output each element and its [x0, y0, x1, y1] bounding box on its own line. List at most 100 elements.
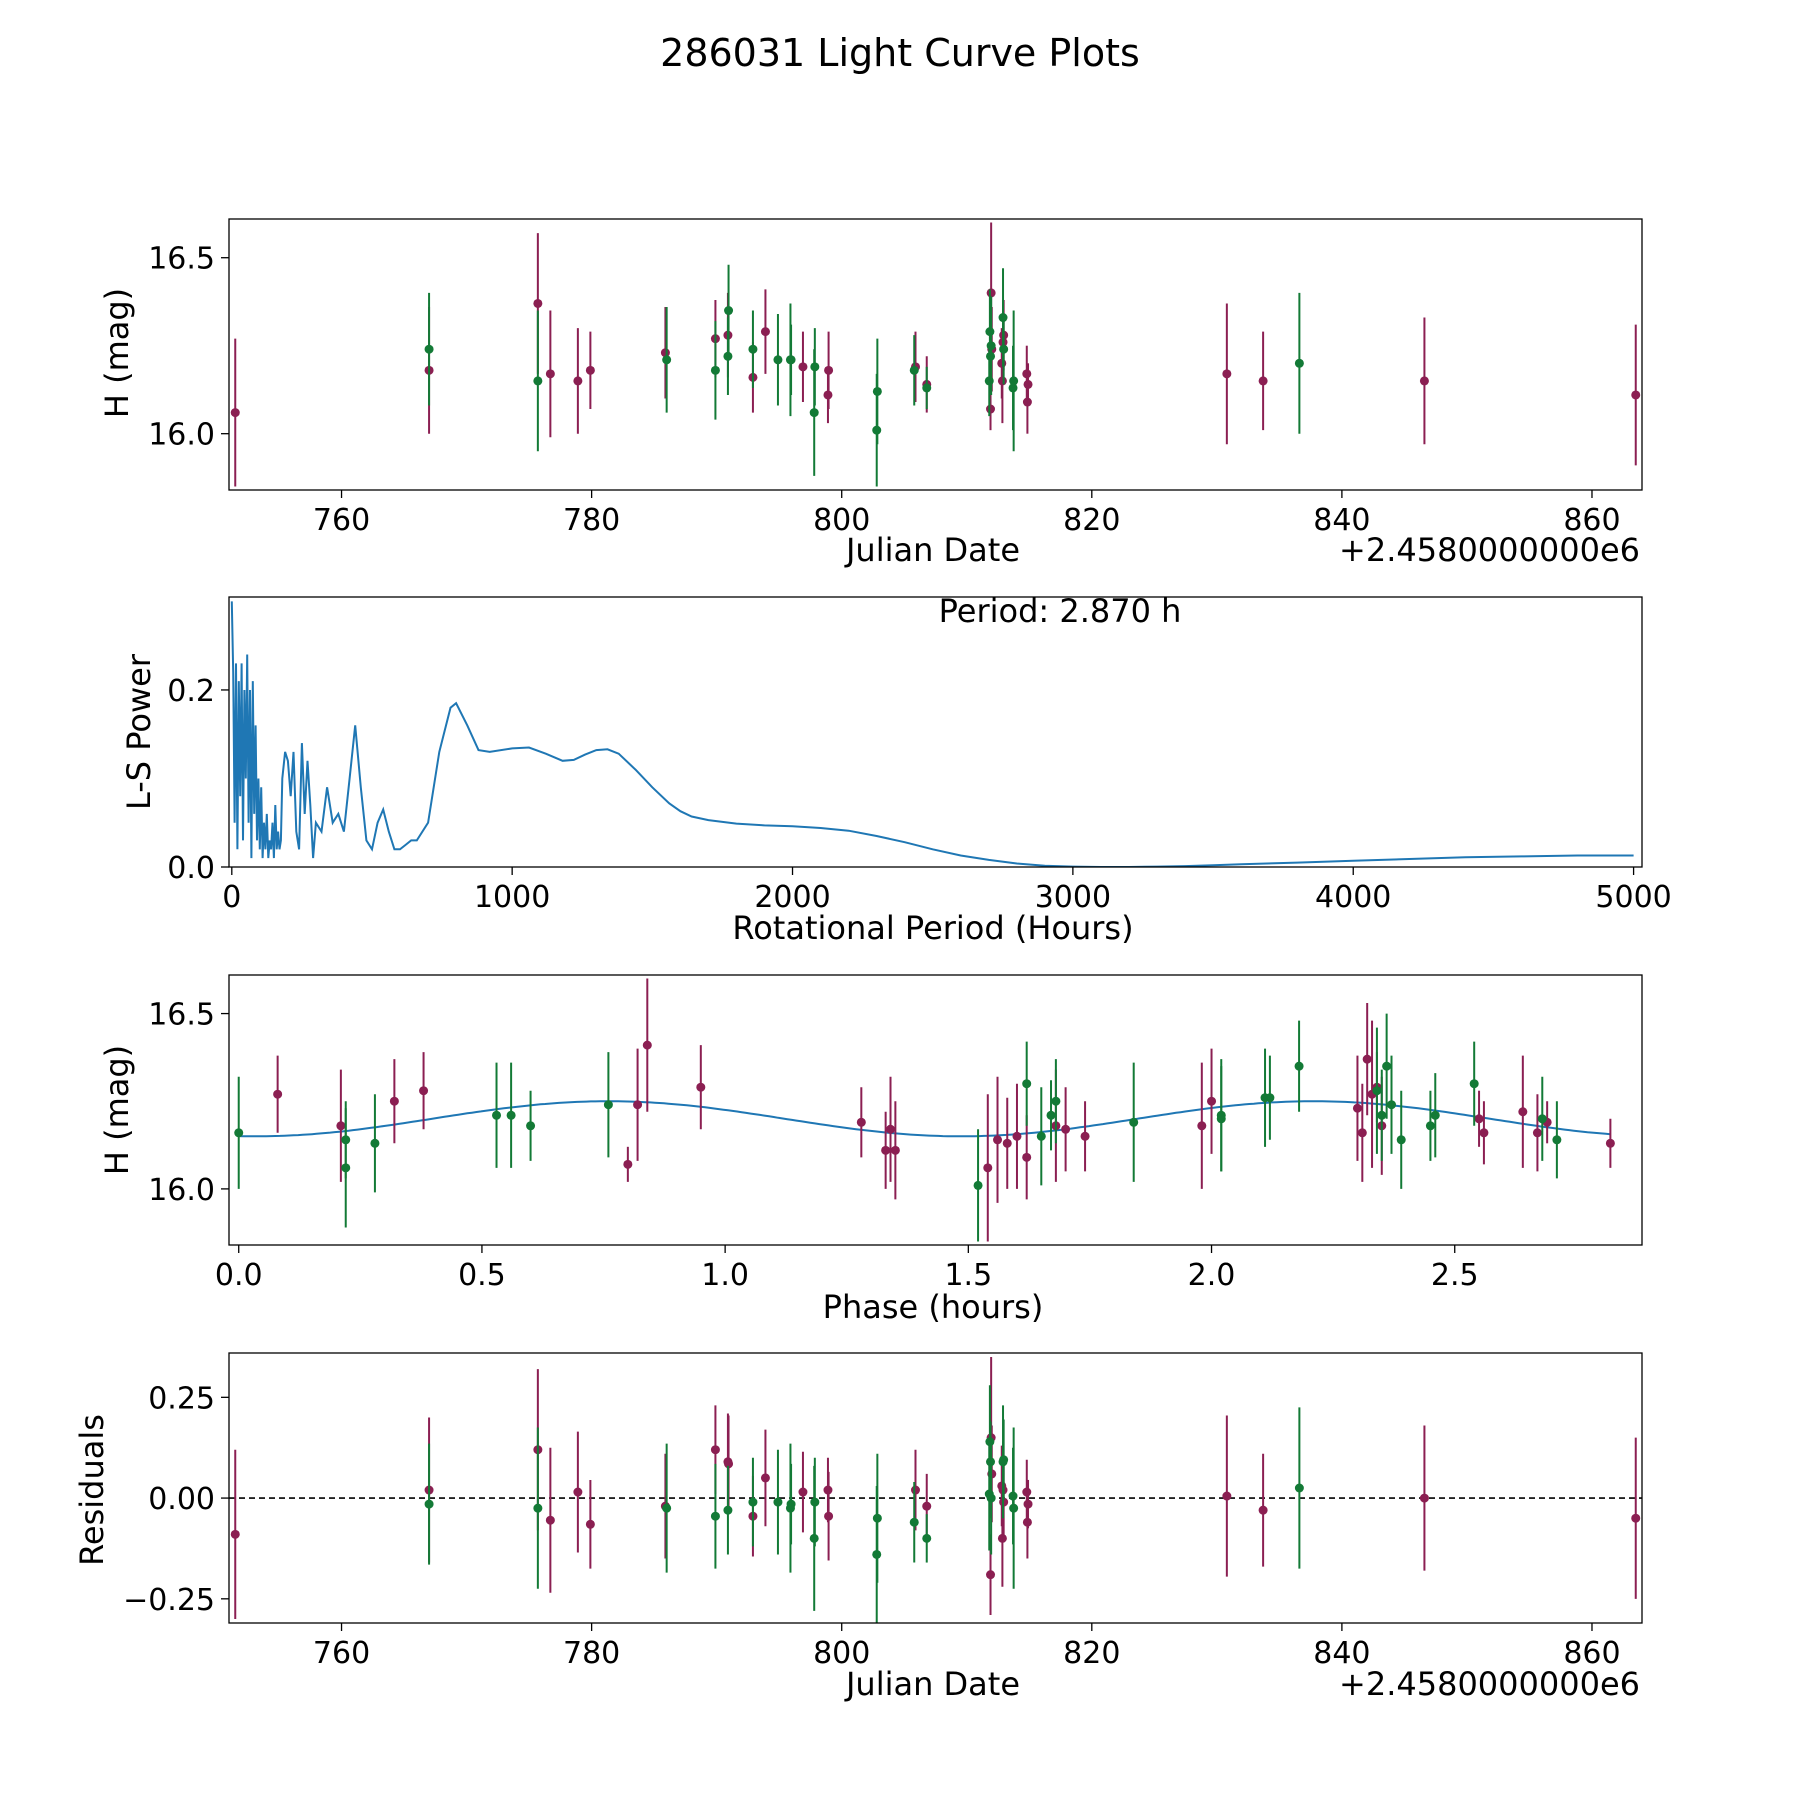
data-point-red	[824, 1511, 834, 1521]
data-point-red	[230, 1529, 240, 1539]
residuals-ylabel: Residuals	[73, 1414, 111, 1566]
x-tick-label: 860	[1563, 503, 1620, 538]
data-point-red	[273, 1089, 283, 1099]
data-point-red	[1012, 1131, 1022, 1141]
data-point-green	[986, 341, 996, 351]
x-tick-label: 2000	[754, 880, 830, 915]
residuals-axes-frame	[228, 1352, 1643, 1624]
data-point-red	[1631, 1513, 1641, 1523]
power-series-line	[230, 601, 1634, 867]
data-point-green	[773, 1497, 783, 1507]
data-point-green	[986, 1493, 996, 1503]
data-point-green	[1425, 1121, 1435, 1131]
x-tick-label: 820	[1063, 1636, 1120, 1671]
data-point-green	[1022, 1079, 1032, 1089]
data-point-green	[723, 1505, 733, 1515]
y-tick-label: 16.5	[148, 242, 215, 277]
data-point-red	[724, 1459, 734, 1469]
x-tick-label: 780	[563, 1636, 620, 1671]
y-tick-label: 0.2	[167, 674, 215, 709]
data-point-green	[786, 355, 796, 365]
x-tick-label: 5000	[1595, 880, 1671, 915]
data-point-green	[922, 1533, 932, 1543]
y-tick-label: 16.0	[148, 1173, 215, 1208]
data-point-green	[973, 1180, 983, 1190]
data-point-red	[986, 288, 996, 298]
data-point-red	[983, 1163, 993, 1173]
y-tick-label: 0.25	[148, 1381, 215, 1416]
data-point-green	[810, 1497, 820, 1507]
data-point-green	[909, 365, 919, 375]
data-point-green	[1469, 1079, 1479, 1089]
data-point-red	[1222, 1491, 1232, 1501]
y-tick-label: −0.25	[123, 1583, 215, 1618]
data-point-red	[1419, 1493, 1429, 1503]
data-point-green	[872, 1513, 882, 1523]
periodogram-panel: Period: 2.870 h Rotational Period (Hours…	[120, 592, 1672, 947]
x-tick-label: 800	[813, 503, 870, 538]
data-point-red	[230, 408, 240, 418]
lightcurve-panel: Julian Date H (mag) +2.4580000000e6 760 7…	[98, 218, 1643, 569]
x-tick-label: 820	[1063, 503, 1120, 538]
data-point-green	[1294, 1061, 1304, 1071]
data-point-red	[1002, 1138, 1012, 1148]
data-point-green	[810, 362, 820, 372]
data-point-green	[999, 1455, 1009, 1465]
data-point-red	[545, 1515, 555, 1525]
x-tick-label: 1000	[474, 880, 550, 915]
residuals-data-layer	[229, 1357, 1642, 1623]
figure-title: 286031 Light Curve Plots	[660, 31, 1140, 75]
data-point-red	[1022, 1152, 1032, 1162]
data-point-green	[370, 1138, 380, 1148]
data-point-red	[798, 1487, 808, 1497]
data-point-green	[492, 1110, 502, 1120]
data-point-green	[773, 355, 783, 365]
data-point-red	[1532, 1128, 1542, 1138]
data-point-green	[533, 376, 543, 386]
data-point-red	[545, 369, 555, 379]
data-point-green	[809, 408, 819, 418]
y-tick-label: 0.0	[167, 851, 215, 886]
data-point-red	[910, 1485, 920, 1495]
data-point-green	[424, 1499, 434, 1509]
data-point-green	[662, 1503, 672, 1513]
phased-xlabel: Phase (hours)	[823, 1288, 1044, 1326]
data-point-green	[234, 1128, 244, 1138]
lightcurve-ylabel: H (mag)	[98, 288, 136, 418]
data-point-red	[1352, 1103, 1362, 1113]
lightcurve-x-offset: +2.4580000000e6	[1339, 531, 1640, 569]
data-point-red	[1023, 379, 1033, 389]
data-point-red	[1419, 376, 1429, 386]
lightcurve-data-layer	[230, 222, 1641, 487]
lightcurve-xlabel: Julian Date	[844, 531, 1020, 569]
data-point-red	[533, 298, 543, 308]
x-tick-label: 760	[313, 503, 370, 538]
x-tick-label: 2.5	[1431, 1258, 1479, 1293]
data-point-green	[1430, 1110, 1440, 1120]
data-point-red	[642, 1040, 652, 1050]
data-point-red	[1362, 1054, 1372, 1064]
data-point-green	[710, 365, 720, 375]
data-point-red	[585, 1519, 595, 1529]
data-point-green	[1537, 1114, 1547, 1124]
phased-ylabel: H (mag)	[98, 1045, 136, 1175]
data-point-red	[1258, 1505, 1268, 1515]
data-point-red	[993, 1135, 1003, 1145]
data-point-red	[633, 1100, 643, 1110]
data-point-green	[533, 1503, 543, 1513]
x-tick-label: 4000	[1315, 880, 1391, 915]
periodogram-ylabel: L-S Power	[120, 653, 158, 810]
y-tick-label: 16.0	[148, 418, 215, 453]
data-point-green	[1009, 1503, 1019, 1513]
residuals-panel: Julian Date Residuals +2.4580000000e6 76…	[73, 1352, 1643, 1703]
data-point-green	[748, 344, 758, 354]
data-point-green	[424, 344, 434, 354]
data-point-red	[1023, 1499, 1033, 1509]
x-tick-label: 780	[563, 503, 620, 538]
data-point-red	[623, 1159, 633, 1169]
data-point-red	[389, 1096, 399, 1106]
data-point-green	[1372, 1086, 1382, 1096]
data-point-red	[881, 1145, 891, 1155]
